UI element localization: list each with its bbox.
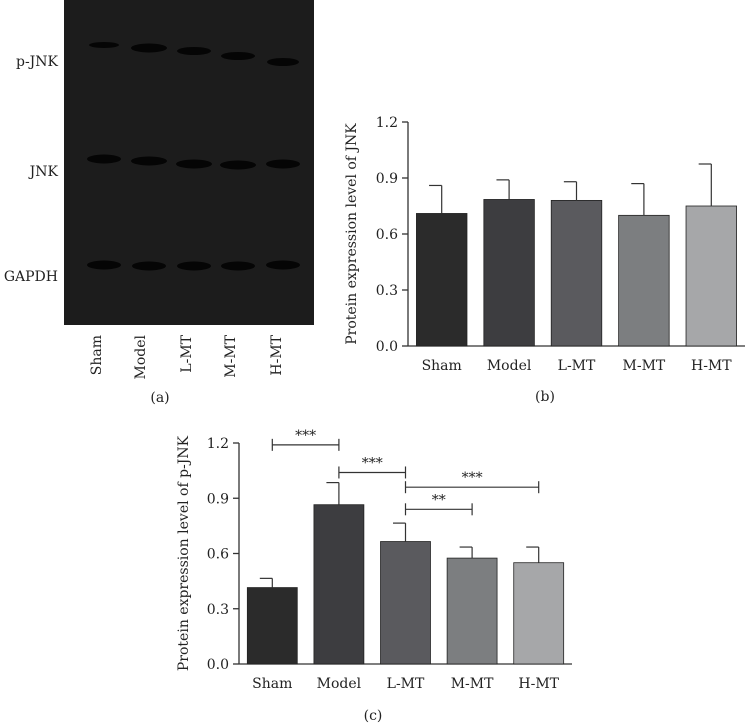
x-tick-label: M-MT: [451, 676, 494, 692]
y-tick-label: 0.0: [207, 657, 229, 673]
bar: [483, 199, 535, 347]
blot-lane-label: H-MT: [269, 334, 285, 375]
x-tick-label: Model: [317, 676, 362, 692]
blot-band: [267, 58, 299, 66]
significance-label: **: [432, 492, 446, 508]
blot-band: [266, 260, 300, 270]
blot-band: [266, 159, 300, 169]
y-tick-label: 0.3: [207, 602, 229, 618]
x-tick-label: H-MT: [518, 676, 559, 692]
bar: [513, 562, 565, 665]
blot-row-label-p-jnk: p-JNK: [16, 54, 59, 70]
bar: [550, 199, 603, 347]
bar: [313, 504, 365, 665]
blot-band: [221, 261, 255, 271]
panel-label-c: (c): [364, 708, 383, 724]
y-tick-label: 1.2: [376, 115, 398, 131]
significance-label: ***: [462, 470, 483, 486]
y-tick-label: 0.6: [376, 227, 398, 243]
blot-band: [221, 52, 255, 60]
blot-band: [176, 159, 212, 169]
blot-lane-labels: Sham Model L-MT M-MT H-MT: [89, 334, 285, 379]
blot-band: [131, 156, 167, 166]
y-axis-title: Protein expression level of p-JNK: [176, 435, 192, 671]
bar: [618, 214, 670, 347]
blot-lane-label: Sham: [89, 335, 105, 375]
blot-lane-label: M-MT: [223, 334, 239, 377]
blot-row-label-jnk: JNK: [28, 164, 59, 180]
x-tick-label: Sham: [422, 358, 462, 374]
x-tick-label: H-MT: [691, 358, 732, 374]
blot-lane-label: L-MT: [179, 334, 195, 372]
bar: [446, 557, 498, 665]
blot-lane-label: Model: [133, 334, 149, 379]
y-tick-label: 0.9: [207, 491, 229, 507]
panel-label-b: (b): [535, 389, 555, 405]
significance-label: ***: [362, 455, 383, 471]
bar: [685, 205, 737, 347]
blot-band: [87, 154, 121, 164]
x-tick-label: Model: [487, 358, 532, 374]
bar: [246, 587, 298, 665]
panel-label-a: (a): [150, 390, 169, 406]
y-tick-label: 0.0: [376, 339, 398, 355]
x-tick-label: L-MT: [387, 676, 425, 692]
blot-band: [132, 261, 166, 271]
chart-c: 0.0 0.3 0.6 0.9 1.2 Sham Model L-MT M-MT H-MT Prot…: [176, 428, 572, 692]
y-tick-label: 0.9: [376, 171, 398, 187]
x-tick-label: M-MT: [623, 358, 666, 374]
x-tick-label: Sham: [252, 676, 292, 692]
y-axis-title: Protein expression level of JNK: [344, 123, 360, 345]
chart-b: 0.0 0.3 0.6 0.9 1.2 Sham Model L-MT M-MT H-MT Prot…: [344, 115, 745, 374]
significance-label: ***: [295, 428, 316, 444]
blot-band: [89, 42, 119, 48]
blot-bands: [87, 42, 300, 271]
western-blot-panel: p-JNK JNK GAPDH Sham Model L-MT M-MT H-MT: [4, 0, 314, 380]
bar: [416, 213, 468, 347]
blot-band: [177, 47, 211, 55]
y-tick-label: 1.2: [207, 436, 229, 452]
blot-band: [87, 260, 121, 270]
bar: [380, 541, 431, 665]
x-tick-label: L-MT: [558, 358, 596, 374]
y-tick-label: 0.3: [376, 283, 398, 299]
blot-band: [177, 261, 211, 271]
blot-band: [220, 160, 256, 170]
y-tick-label: 0.6: [207, 547, 229, 563]
blot-row-label-gapdh: GAPDH: [4, 269, 58, 285]
blot-band: [131, 43, 167, 53]
